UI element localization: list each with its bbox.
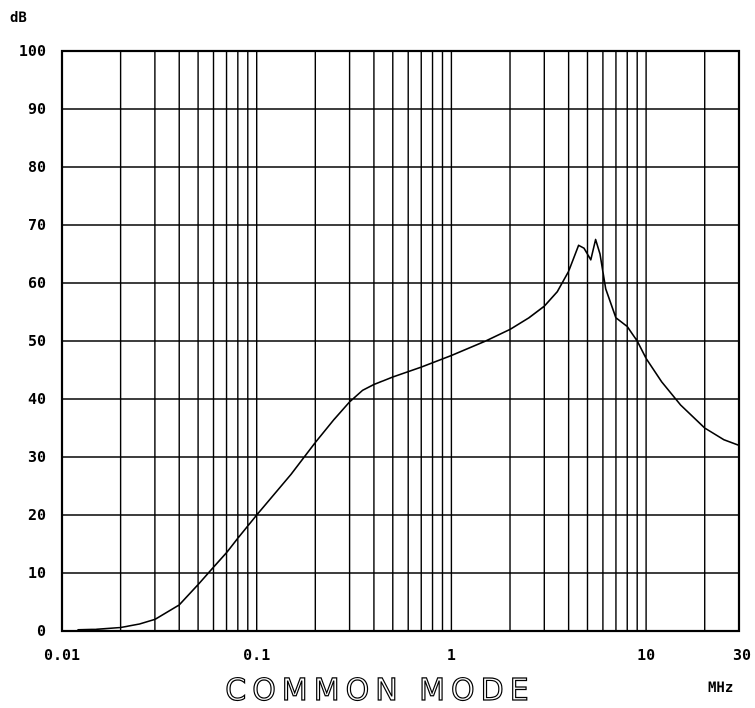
chart-title: COMMON MODE (225, 673, 534, 708)
y-tick-label: 50 (28, 332, 46, 350)
y-tick-label: 30 (28, 448, 46, 466)
plot-frame (60, 49, 741, 633)
y-axis-label: dB (10, 10, 27, 26)
x-tick-label: 0.1 (243, 646, 270, 664)
y-tick-label: 10 (28, 564, 46, 582)
y-tick-labels: 0 10 20 30 40 50 60 70 80 90 100 (19, 42, 46, 640)
series-line (77, 238, 740, 631)
x-tick-label: 0.01 (44, 646, 80, 664)
x-tick-labels: 0.01 0.1 1 10 30 (44, 646, 751, 664)
y-tick-label: 60 (28, 274, 46, 292)
x-axis-label: MHz (708, 680, 733, 696)
y-tick-label: 100 (19, 42, 46, 60)
x-tick-label: 10 (637, 646, 655, 664)
x-tick-label: 30 (733, 646, 751, 664)
y-tick-label: 40 (28, 390, 46, 408)
y-tick-label: 0 (37, 622, 46, 640)
y-tick-label: 80 (28, 158, 46, 176)
x-tick-label: 1 (447, 646, 456, 664)
y-tick-label: 70 (28, 216, 46, 234)
y-tick-label: 20 (28, 506, 46, 524)
y-tick-label: 90 (28, 100, 46, 118)
